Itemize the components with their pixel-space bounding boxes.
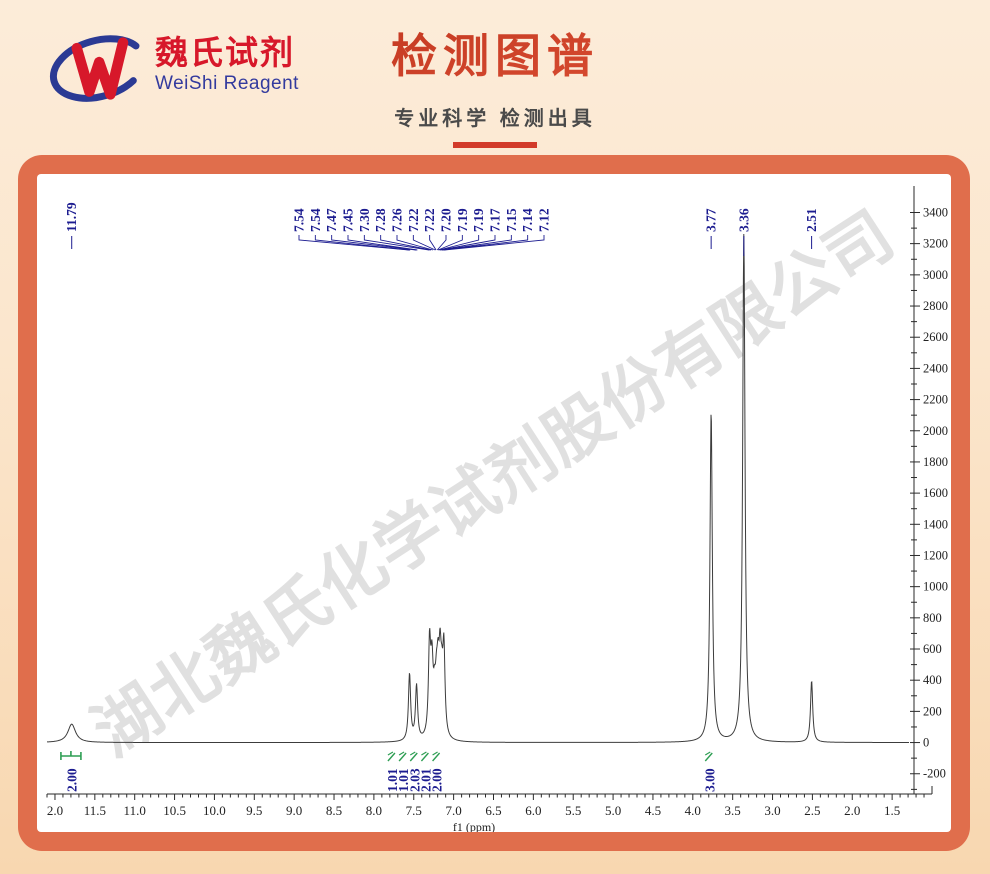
x-tick-label: 2.5 [804, 803, 820, 818]
x-tick-label: 6.5 [485, 803, 501, 818]
x-tick-label: 2.0 [844, 803, 860, 818]
y-tick-label: 2200 [923, 393, 948, 407]
brand-name-en: WeiShi Reagent [155, 73, 299, 95]
integral-label: 2.00 [430, 768, 445, 792]
y-tick-label: 2400 [923, 361, 948, 375]
y-tick-label: 800 [923, 611, 942, 625]
y-tick-label: 3400 [923, 206, 948, 220]
y-tick-label: 600 [923, 642, 942, 656]
peak-labels: 11.79 3.77 3.36 2.517.54 7.54 7.47 7.45 7.30 7.2… [64, 202, 819, 256]
y-tick-label: 1800 [923, 455, 948, 469]
peak-label: 7.19 [455, 208, 470, 232]
integral-labels: 2.00 1.011.012.032.012.00 3.00 [60, 751, 717, 792]
y-tick-label: 400 [923, 673, 942, 687]
peak-label: 7.20 [439, 208, 454, 232]
peak-label: 7.22 [406, 208, 421, 232]
integral-label: 1.01 [385, 768, 400, 792]
peak-label: 7.54 [308, 208, 323, 232]
x-axis-labels: 2.0 11.5 11.0 10.5 10.0 9.5 9.0 8.5 8.0 7.5 7.0 6.5… [47, 803, 900, 818]
x-tick-label: 9.0 [286, 803, 302, 818]
peak-label: 2.51 [804, 208, 819, 232]
page-title: 检测图谱 [0, 20, 990, 86]
y-tick-label: 2800 [923, 299, 948, 313]
x-tick-label: 1.5 [884, 803, 900, 818]
y-tick-label: 1200 [923, 548, 948, 562]
peak-label: 3.36 [736, 208, 751, 232]
integral-label: 3.00 [702, 768, 717, 792]
peak-label: 7.47 [324, 208, 339, 232]
axes [46, 186, 933, 800]
y-tick-label: 3200 [923, 237, 948, 251]
y-tick-label: 2600 [923, 330, 948, 344]
header: 魏氏试剂 WeiShi Reagent 检测图谱 专业科学 检测出具 [0, 0, 990, 155]
brand-name-cn: 魏氏试剂 [155, 35, 299, 72]
x-tick-label: 11.0 [124, 803, 146, 818]
integral-label: 1.01 [396, 768, 411, 792]
x-tick-label: 10.0 [203, 803, 226, 818]
y-tick-label: 0 [923, 736, 929, 750]
x-tick-label: 9.5 [246, 803, 262, 818]
page-subtitle: 专业科学 检测出具 [394, 108, 596, 130]
x-tick-label: 3.5 [725, 803, 741, 818]
peak-label: 7.28 [373, 208, 388, 232]
x-tick-label: 7.0 [445, 803, 461, 818]
peak-label: 7.15 [504, 208, 519, 232]
peak-label: 3.77 [704, 208, 719, 232]
nmr-chart-panel: 湖北魏氏化学试剂股份有限公司 3400 3200 3000 2800 2600 2400 22… [37, 174, 951, 832]
peak-label: 7.12 [537, 208, 552, 232]
x-tick-label: 5.5 [565, 803, 581, 818]
x-axis-title: f1 (ppm) [453, 820, 495, 832]
brand-logo-icon [49, 34, 148, 102]
title-block: 检测图谱 专业科学 检测出具 [0, 20, 990, 148]
peak-label: 7.26 [390, 208, 405, 232]
y-tick-label: 2000 [923, 424, 948, 438]
x-tick-label: 4.5 [645, 803, 661, 818]
brand-w-glyph [71, 36, 129, 100]
x-tick-label: 10.5 [163, 803, 186, 818]
y-tick-label: 1400 [923, 517, 948, 531]
x-tick-label: 2.0 [47, 803, 63, 818]
y-tick-label: 200 [923, 704, 942, 718]
y-tick-label: -200 [923, 767, 946, 781]
peak-label: 7.54 [292, 208, 307, 232]
brand-logo: 魏氏试剂 WeiShi Reagent [46, 8, 306, 128]
x-tick-label: 4.0 [685, 803, 701, 818]
y-tick-label: 3000 [923, 268, 948, 282]
spectrum-trace [46, 234, 909, 744]
x-tick-label: 8.5 [326, 803, 342, 818]
y-tick-label: 1600 [923, 486, 948, 500]
peak-label: 11.79 [64, 202, 79, 232]
watermark-text: 湖北魏氏化学试剂股份有限公司 [80, 197, 907, 770]
peak-label: 7.19 [471, 208, 486, 232]
y-axis-labels: 3400320030002800260024002200200018001600… [923, 206, 948, 781]
x-tick-label: 7.5 [406, 803, 422, 818]
chart-frame: 湖北魏氏化学试剂股份有限公司 3400 3200 3000 2800 2600 2400 22… [18, 155, 970, 851]
x-tick-label: 8.0 [366, 803, 382, 818]
integral-label: 2.00 [64, 768, 79, 792]
integral-label: 2.01 [418, 768, 433, 792]
nmr-spectrum-chart: 湖北魏氏化学试剂股份有限公司 3400 3200 3000 2800 2600 2400 22… [46, 186, 948, 832]
peak-label: 7.22 [422, 208, 437, 232]
x-tick-label: 11.5 [84, 803, 106, 818]
y-tick-label: 1000 [923, 580, 948, 594]
peak-label: 7.17 [488, 208, 503, 232]
x-tick-label: 5.0 [605, 803, 621, 818]
x-tick-label: 6.0 [525, 803, 541, 818]
peak-label: 7.45 [341, 208, 356, 232]
peak-label: 7.30 [357, 208, 372, 232]
x-tick-label: 3.0 [764, 803, 780, 818]
integral-label: 2.03 [407, 768, 422, 792]
brand-text: 魏氏试剂 WeiShi Reagent [155, 35, 299, 94]
peak-label: 7.14 [520, 208, 535, 232]
title-underline-bar [453, 142, 537, 148]
